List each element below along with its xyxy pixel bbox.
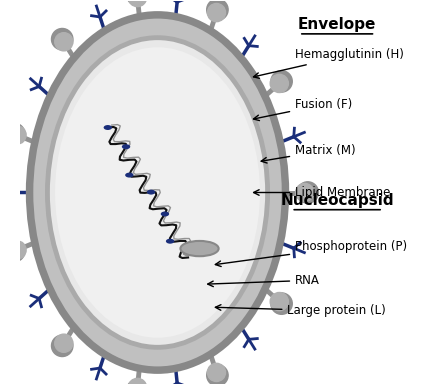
Circle shape — [207, 3, 226, 22]
Circle shape — [207, 363, 226, 382]
Ellipse shape — [33, 18, 282, 367]
Circle shape — [51, 335, 73, 357]
Text: Phosphoprotein (P): Phosphoprotein (P) — [215, 239, 407, 266]
Circle shape — [271, 71, 292, 92]
Ellipse shape — [161, 211, 169, 216]
Circle shape — [127, 0, 148, 5]
Ellipse shape — [55, 47, 260, 338]
Circle shape — [270, 293, 289, 311]
Circle shape — [128, 0, 146, 7]
Circle shape — [297, 182, 318, 203]
Circle shape — [3, 241, 25, 262]
Ellipse shape — [122, 144, 130, 149]
Ellipse shape — [48, 38, 267, 347]
Circle shape — [270, 74, 289, 92]
Circle shape — [206, 0, 228, 20]
Text: Matrix (M): Matrix (M) — [261, 144, 356, 163]
Text: Large protein (L): Large protein (L) — [216, 305, 386, 318]
Text: Envelope: Envelope — [298, 17, 376, 32]
Circle shape — [295, 183, 314, 202]
Circle shape — [3, 123, 25, 144]
Text: Nucleocapsid: Nucleocapsid — [280, 192, 394, 208]
Text: Lipid Membrane: Lipid Membrane — [254, 186, 391, 199]
Circle shape — [8, 241, 26, 259]
Circle shape — [51, 28, 73, 50]
Circle shape — [55, 334, 73, 352]
Ellipse shape — [166, 239, 174, 244]
Circle shape — [128, 378, 146, 385]
Ellipse shape — [147, 190, 155, 194]
Text: Hemagglutinin (H): Hemagglutinin (H) — [254, 49, 404, 78]
Circle shape — [55, 33, 73, 51]
Text: RNA: RNA — [208, 274, 320, 287]
Ellipse shape — [181, 241, 219, 256]
Circle shape — [127, 380, 148, 385]
Text: Fusion (F): Fusion (F) — [254, 98, 353, 121]
Circle shape — [271, 293, 292, 314]
Ellipse shape — [104, 125, 112, 130]
Circle shape — [8, 126, 26, 144]
Ellipse shape — [125, 172, 133, 177]
Circle shape — [206, 365, 228, 385]
